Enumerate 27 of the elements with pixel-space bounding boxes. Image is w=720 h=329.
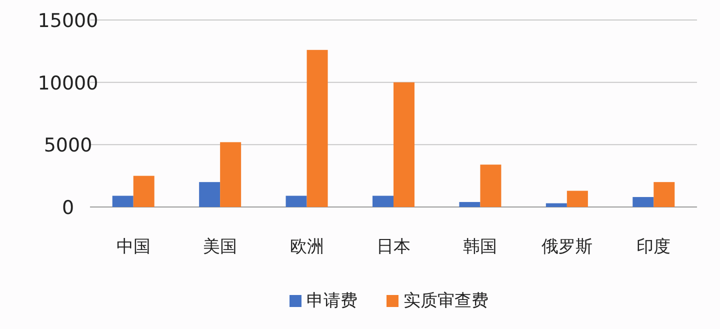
y-tick-label: 10000: [38, 72, 98, 94]
y-tick-label: 0: [62, 197, 74, 219]
bar: [654, 182, 675, 207]
bar: [306, 50, 328, 207]
x-tick-label: 印度: [636, 237, 671, 257]
x-tick-label: 韩国: [463, 237, 498, 257]
x-tick-label: 日本: [376, 237, 410, 257]
y-tick-label: 5000: [44, 134, 92, 157]
bar: [546, 203, 567, 207]
x-tick-label: 美国: [203, 237, 238, 257]
bar: [286, 196, 307, 207]
x-tick-label: 俄罗斯: [541, 237, 592, 257]
bar: [459, 202, 480, 207]
bar: [112, 196, 134, 207]
legend-label: 实质审查费: [404, 291, 488, 311]
x-tick-label: 欧洲: [290, 237, 324, 257]
bar: [220, 142, 242, 207]
bar: [480, 164, 502, 207]
x-tick-label: 中国: [116, 237, 150, 257]
bar: [372, 196, 394, 207]
bar: [566, 190, 588, 207]
y-tick-label: 15000: [38, 10, 98, 32]
bar: [133, 176, 154, 207]
bar: [632, 197, 654, 207]
bar: [199, 182, 220, 207]
bar: [394, 82, 414, 207]
legend-label: 申请费: [306, 291, 358, 311]
